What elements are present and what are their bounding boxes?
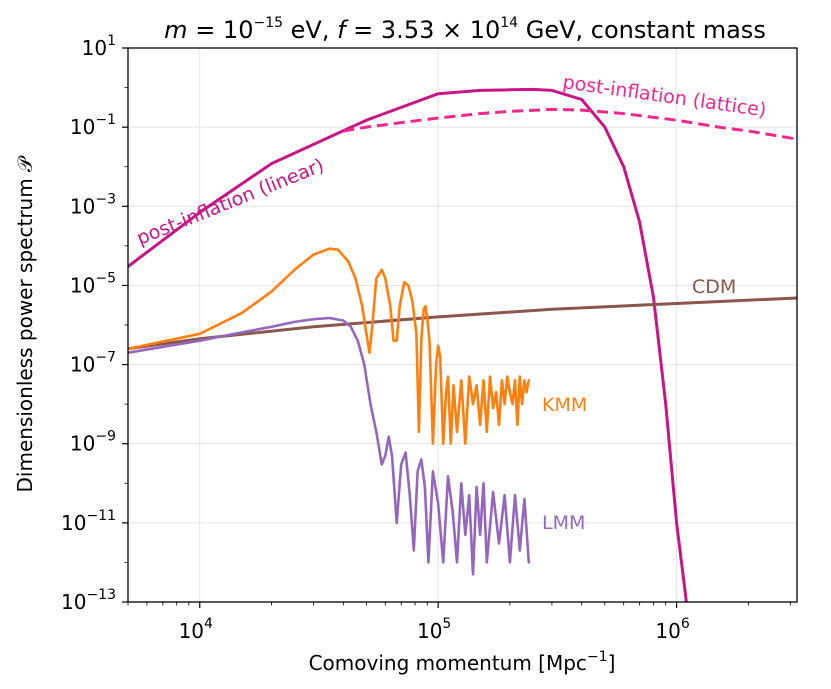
label-cdm: CDM — [692, 276, 736, 298]
title-m-unit: eV, — [283, 16, 337, 44]
series-group — [128, 87, 797, 602]
x-axis-label-post: ] — [608, 651, 616, 675]
grid — [128, 47, 797, 603]
x-axis-label-pre: Comoving momentum [Mpc — [309, 651, 587, 675]
x-tick-label: 105 — [417, 616, 451, 643]
y-tick-label: 10−1 — [70, 112, 116, 139]
title-f-rest: GeV, constant mass — [518, 16, 766, 44]
chart-title: m = 10−15 eV, f = 3.53 × 1014 GeV, const… — [164, 15, 766, 44]
y-tick-label: 10−3 — [70, 191, 116, 218]
y-tick-label: 10−5 — [70, 270, 116, 297]
x-ticks: 104 105 106 — [127, 602, 791, 643]
label-post-inflation-linear: post-inflation (linear) — [134, 154, 328, 249]
title-m-eq: = 10 — [188, 16, 254, 44]
y-axis-label: Dimensionless power spectrum 𝒫 — [13, 155, 37, 493]
plot-frame — [127, 47, 798, 603]
x-tick-label: 104 — [179, 616, 213, 643]
title-m-var: m — [164, 16, 187, 44]
y-tick-label: 10−11 — [61, 508, 116, 535]
x-axis-label-exp: −1 — [587, 649, 608, 665]
y-ticks: 101 10−1 10−3 10−5 10−7 10−9 10−11 10−13 — [61, 33, 128, 614]
title-m-exp: −15 — [253, 15, 283, 31]
title-f-eq: = 3.53 × 10 — [346, 16, 501, 44]
series-kmm — [128, 247, 531, 446]
series-lmm — [128, 316, 531, 576]
y-tick-label: 10−7 — [70, 350, 116, 377]
y-tick-label: 101 — [82, 33, 116, 60]
series-post-inflation-linear — [128, 87, 688, 602]
x-axis-label: Comoving momentum [Mpc−1] — [309, 649, 616, 675]
label-kmm: KMM — [542, 394, 587, 416]
title-f-exp: 14 — [500, 15, 518, 31]
y-tick-label: 10−9 — [70, 429, 116, 456]
label-lmm: LMM — [542, 512, 585, 534]
series-cdm — [128, 296, 797, 351]
x-tick-label: 106 — [655, 616, 689, 643]
y-tick-label: 10−13 — [61, 587, 116, 614]
series-post-inflation-lattice — [343, 107, 797, 141]
